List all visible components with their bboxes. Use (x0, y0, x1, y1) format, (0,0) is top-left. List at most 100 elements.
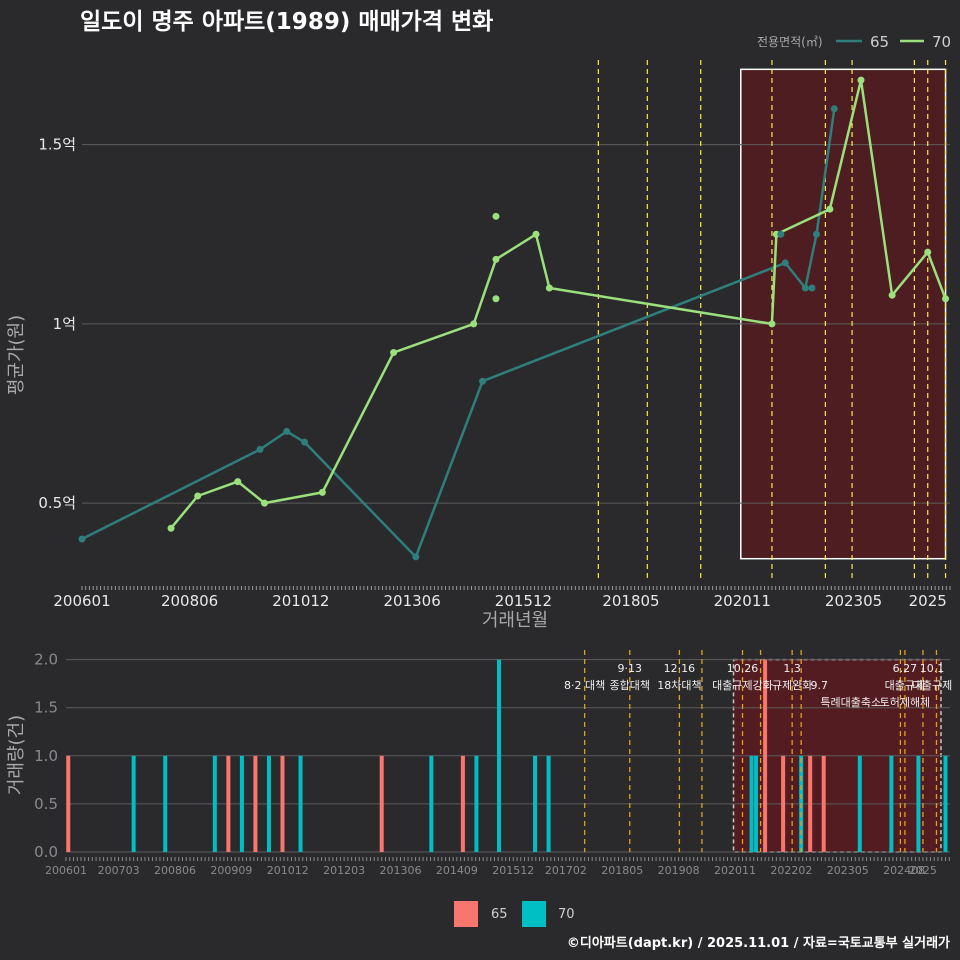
data-point-70 (492, 295, 500, 303)
x-tick-label: 201702 (545, 864, 587, 877)
legend-title: 전용면적(㎡) (757, 35, 823, 49)
bar-70 (266, 755, 271, 852)
legend-label-70: 70 (932, 33, 951, 51)
data-point-70 (826, 205, 834, 213)
bar-70 (496, 659, 501, 852)
data-point-70 (167, 524, 175, 532)
data-point-65 (256, 445, 264, 453)
data-point-70 (318, 488, 326, 496)
data-point-65 (781, 259, 789, 267)
data-point-65 (78, 535, 86, 543)
x-tick-label: 201012 (267, 864, 309, 877)
y-tick-label: 1.5억 (38, 136, 76, 154)
volume-legend: 65 70 (454, 901, 575, 927)
policy-label: 대출규제 (885, 679, 925, 692)
x-tick-label: 202202 (770, 864, 812, 877)
bar-70 (546, 755, 551, 852)
x-tick-label: 202305 (827, 864, 869, 877)
data-point-65 (301, 438, 309, 446)
x-tick-label: 201203 (323, 864, 365, 877)
policy-label: 9.7 (810, 679, 828, 692)
x-tick-label: 202011 (714, 864, 756, 877)
data-point-65 (412, 553, 420, 561)
data-point-70 (492, 212, 500, 220)
price-x-axis-label: 거래년월 (482, 610, 548, 631)
y-tick-label: 2.0 (34, 651, 58, 669)
x-tick-label: 200703 (98, 864, 140, 877)
policy-label: 규제완화 (772, 679, 812, 692)
x-tick-label: 200601 (45, 864, 87, 877)
x-tick-label: 201512 (492, 864, 534, 877)
x-tick-label: 200806 (161, 592, 218, 610)
data-point-70 (470, 320, 478, 328)
x-tick-label: 201012 (272, 592, 329, 610)
policy-label: 9·13 (618, 662, 643, 675)
legend-label-65: 65 (870, 33, 889, 51)
data-point-65 (479, 377, 487, 385)
bar-65 (379, 755, 384, 852)
series-line-65 (81, 108, 836, 559)
policy-label: 10.26 (727, 662, 759, 675)
data-point-70 (532, 230, 540, 238)
data-point-70 (390, 349, 398, 357)
data-point-70 (942, 295, 950, 303)
data-point-70 (492, 255, 500, 263)
data-point-65 (812, 230, 820, 238)
y-tick-label: 0.5 (34, 795, 58, 813)
x-tick-label: 201908 (658, 864, 700, 877)
bar-65 (253, 755, 258, 852)
legend-swatch-bar-65 (454, 901, 478, 927)
x-tick-label: 201805 (602, 592, 659, 610)
bar-70 (163, 755, 168, 852)
bar-65 (460, 755, 465, 852)
x-tick-label: 2025 (909, 864, 937, 877)
bar-70 (474, 755, 479, 852)
data-point-70 (924, 248, 932, 256)
data-point-70 (194, 492, 202, 500)
x-tick-label: 201409 (436, 864, 478, 877)
x-tick-label: 201306 (380, 864, 422, 877)
data-point-70 (768, 320, 776, 328)
bar-70 (916, 755, 921, 852)
x-tick-label: 202011 (714, 592, 771, 610)
legend-label-bar-70: 70 (558, 907, 575, 922)
bar-65 (808, 755, 813, 852)
data-point-70 (261, 499, 269, 507)
volume-bar-chart: 0.0 0.5 1.0 1.5 2.0 8·2 대책 9·13 종합대책 12·16 18차대책 1… (34, 650, 952, 877)
bar-65 (66, 755, 71, 852)
x-tick-label: 201306 (384, 592, 441, 610)
policy-label: 토허제해제 (880, 695, 931, 709)
policy-label: 18차대책 (657, 679, 701, 692)
policy-label: 종합대책 (610, 679, 650, 692)
data-point-65 (801, 284, 809, 292)
bar-70 (533, 755, 538, 852)
bar-70 (754, 755, 759, 852)
policy-label: 대출규제 (912, 679, 952, 692)
bar-70 (212, 755, 217, 852)
x-tick-label: 201805 (601, 864, 643, 877)
bar-70 (298, 755, 303, 852)
price-legend: 전용면적(㎡) 65 70 (757, 33, 951, 51)
data-point-70 (545, 284, 553, 292)
bar-65 (821, 755, 826, 852)
x-tick-label: 202305 (825, 592, 882, 610)
y-tick-label: 0.5억 (38, 494, 76, 512)
x-tick-label: 201512 (495, 592, 552, 610)
legend-label-bar-65: 65 (491, 907, 508, 922)
bar-65 (280, 755, 285, 852)
data-point-70 (857, 76, 865, 84)
policy-label: 6.27 (893, 662, 918, 675)
data-point-65 (830, 105, 838, 113)
bar-70 (131, 755, 136, 852)
source-caption: ©디아파트(dapt.kr) / 2025.11.01 / 자료=국토교통부 실… (567, 935, 950, 951)
policy-label: 특례대출축소 (820, 696, 881, 709)
x-tick-label: 200909 (210, 864, 252, 877)
bar-70 (857, 755, 862, 852)
price-y-axis-label: 평균가(원) (6, 315, 27, 395)
data-point-70 (234, 478, 242, 486)
bar-70 (889, 755, 894, 852)
data-point-70 (888, 291, 896, 299)
x-tick-label: 200806 (154, 864, 196, 877)
